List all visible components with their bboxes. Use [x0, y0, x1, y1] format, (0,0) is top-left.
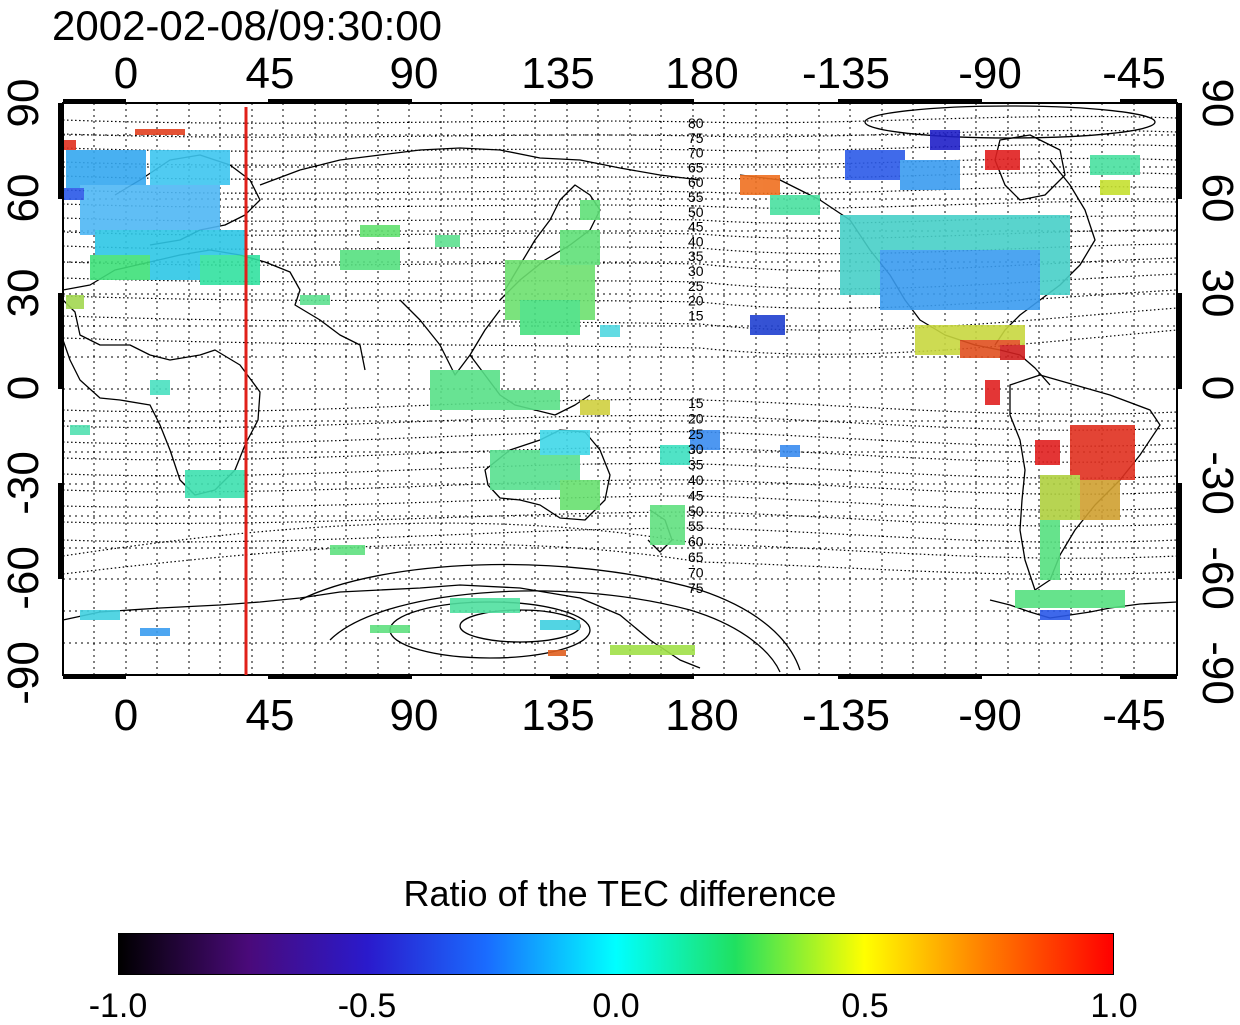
left-lat-tick: -90 [0, 641, 48, 705]
magnetic-contours-north [62, 115, 1178, 355]
left-lat-tick: -60 [0, 546, 48, 610]
south-contour-label: 30 [688, 441, 704, 457]
bottom-lon-tick: -90 [958, 691, 1022, 740]
north-contour-label: 70 [688, 145, 704, 161]
bottom-lon-tick: 0 [114, 691, 138, 740]
map-title: 2002-02-08/09:30:00 [52, 2, 442, 49]
north-contour-label: 50 [688, 204, 704, 220]
left-lat-tick: 0 [0, 376, 48, 400]
bottom-lon-ticks: 0 45 90 135 180 -135 -90 -45 [114, 691, 1166, 740]
right-lat-tick: 60 [1193, 174, 1240, 223]
north-contour-label: 15 [688, 307, 704, 323]
left-lat-tick: 30 [0, 269, 48, 318]
top-lon-tick: -45 [1102, 49, 1166, 98]
colorbar-title: Ratio of the TEC difference [403, 873, 837, 914]
top-lon-tick: -135 [802, 49, 890, 98]
frame-tick-bars [58, 99, 1182, 679]
south-contour-label: 45 [688, 487, 704, 503]
top-lon-ticks: 0 45 90 135 180 -135 -90 -45 [114, 49, 1166, 98]
bottom-lon-tick: 180 [665, 691, 738, 740]
colorbar-tick-label: 1.0 [1090, 987, 1138, 1025]
bottom-lon-tick: 45 [246, 691, 295, 740]
bottom-lon-tick: -135 [802, 691, 890, 740]
bottom-lon-tick: -45 [1102, 691, 1166, 740]
right-lat-tick: 30 [1193, 269, 1240, 318]
left-lat-tick: -30 [0, 451, 48, 515]
north-contour-label: 20 [688, 293, 704, 309]
right-lat-tick: 0 [1193, 376, 1240, 400]
right-lat-ticks: 90 60 30 0 -30 -60 -90 [1193, 79, 1240, 705]
right-lat-tick: -30 [1193, 451, 1240, 515]
right-lat-tick: -90 [1193, 641, 1240, 705]
colorbar-tick-label: 0.5 [841, 987, 889, 1025]
south-contour-label: 75 [688, 580, 704, 596]
magnetic-contours-south [62, 398, 1178, 576]
north-contour-label: 30 [688, 263, 704, 279]
colorbar-tick-label: -1.0 [88, 987, 148, 1025]
antarctica-coast [62, 584, 701, 669]
right-lat-tick: 90 [1193, 79, 1240, 128]
south-contour-label: 35 [688, 457, 704, 473]
bottom-lon-tick: 135 [521, 691, 594, 740]
south-contour-label: 40 [688, 472, 704, 488]
south-contour-label: 55 [688, 518, 704, 534]
left-lat-ticks: 90 60 30 0 -30 -60 -90 [0, 79, 48, 705]
north-contour-label: 60 [688, 174, 704, 190]
north-contour-label: 35 [688, 248, 704, 264]
top-lon-tick: 90 [390, 49, 439, 98]
north-contour-label: 45 [688, 219, 704, 235]
top-lon-tick: 0 [114, 49, 138, 98]
south-contour-label: 65 [688, 549, 704, 565]
south-contour-label: 20 [688, 410, 704, 426]
top-lon-tick: -90 [958, 49, 1022, 98]
north-contour-label: 25 [688, 278, 704, 294]
north-contour-label: 40 [688, 233, 704, 249]
colorbar-tick-label: 0.0 [592, 987, 640, 1025]
top-lon-tick: 135 [521, 49, 594, 98]
north-contour-label: 55 [688, 189, 704, 205]
left-lat-tick: 90 [0, 79, 48, 128]
north-contour-label: 75 [688, 130, 704, 146]
asia-north-coast [259, 147, 701, 186]
south-contour-label: 50 [688, 503, 704, 519]
left-lat-tick: 60 [0, 174, 48, 223]
south-contour-label: 70 [688, 564, 704, 580]
bottom-lon-tick: 90 [390, 691, 439, 740]
north-contour-label: 80 [688, 115, 704, 131]
south-america-coast [1009, 374, 1161, 591]
top-lon-tick: 180 [665, 49, 738, 98]
south-contour-label: 25 [688, 426, 704, 442]
top-lon-tick: 45 [246, 49, 295, 98]
north-contour-label: 65 [688, 159, 704, 175]
tec-data-patches [64, 129, 1140, 656]
colorbar [118, 933, 1114, 975]
south-contour-label: 60 [688, 534, 704, 550]
right-lat-tick: -60 [1193, 546, 1240, 610]
colorbar-tick-label: -0.5 [337, 987, 397, 1025]
south-contour-label: 15 [688, 395, 704, 411]
